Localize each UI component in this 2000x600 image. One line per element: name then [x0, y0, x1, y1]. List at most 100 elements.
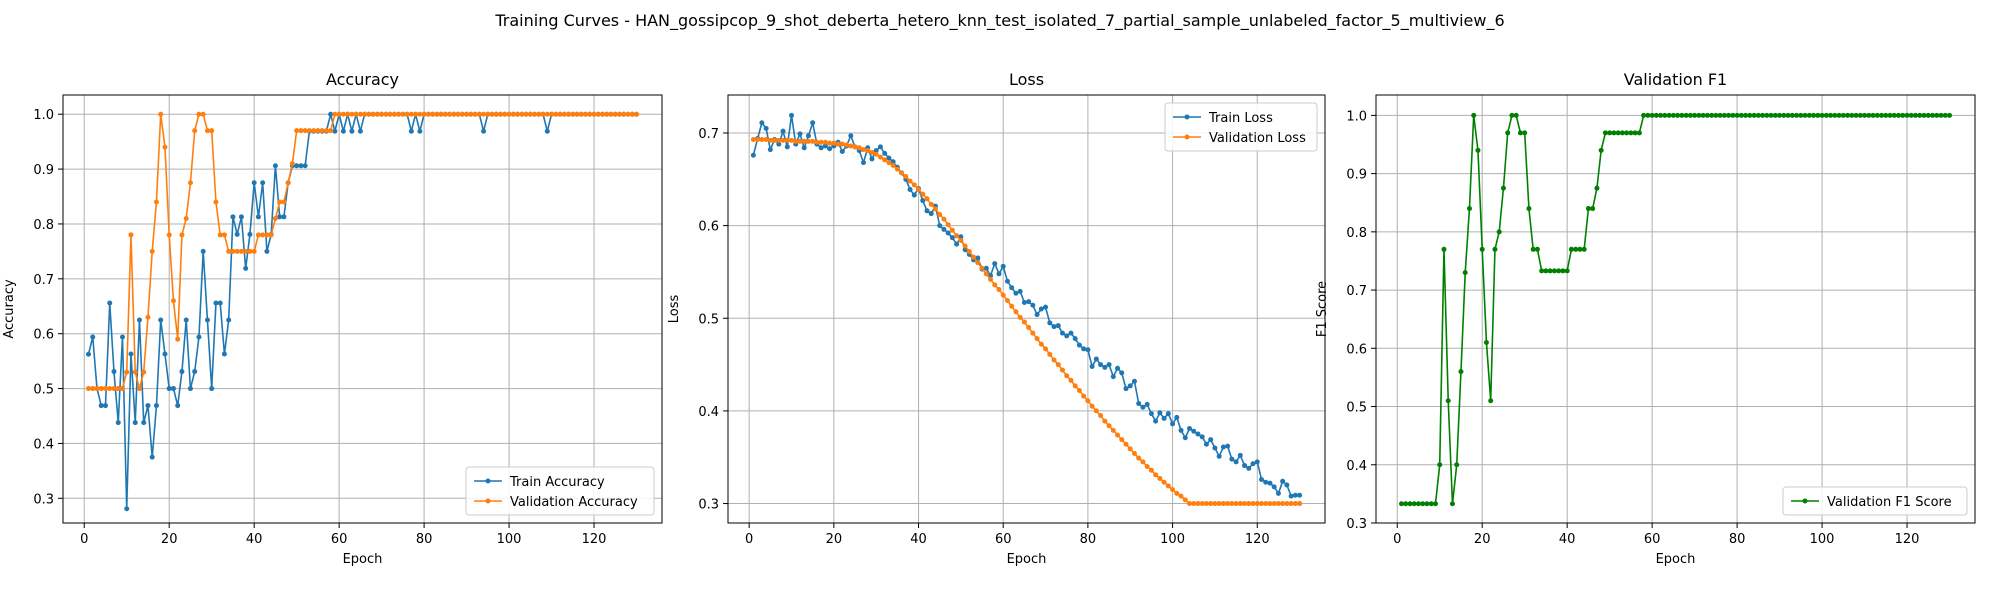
data-point [1675, 112, 1681, 118]
legend-swatch-marker [1184, 134, 1190, 140]
y-tick-label: 0.8 [1346, 226, 1367, 241]
data-point [1590, 206, 1596, 212]
data-point [464, 111, 470, 117]
data-point [1242, 463, 1248, 469]
legend-box [465, 466, 655, 516]
data-point [1568, 246, 1574, 252]
data-point [124, 369, 130, 375]
data-point [1505, 130, 1511, 136]
data-point [200, 248, 206, 254]
data-point [1004, 298, 1010, 304]
data-point [196, 334, 202, 340]
data-point [264, 232, 270, 238]
legend-label: Validation F1 Score [1827, 495, 1952, 510]
data-point [797, 131, 803, 137]
data-point [111, 369, 117, 375]
data-point [1743, 112, 1749, 118]
data-point [1798, 112, 1804, 118]
data-point [238, 214, 244, 220]
data-point [336, 111, 342, 117]
data-point [243, 248, 249, 254]
data-point [1131, 378, 1137, 384]
y-tick-label: 0.5 [1346, 401, 1367, 416]
data-point [1879, 112, 1885, 118]
data-point [230, 248, 236, 254]
plot-frame [62, 94, 663, 524]
data-point [600, 111, 606, 117]
data-point [523, 111, 529, 117]
data-point [1721, 112, 1727, 118]
data-point [221, 351, 227, 357]
data-point [332, 128, 338, 134]
data-point [302, 128, 308, 134]
x-tick-label: 100 [1160, 532, 1185, 547]
data-point [387, 111, 393, 117]
data-point [1598, 147, 1604, 153]
data-point [1908, 112, 1914, 118]
data-point [527, 111, 533, 117]
data-point [1717, 112, 1723, 118]
data-point [357, 111, 363, 117]
data-point [818, 139, 824, 145]
x-tick-label: 120 [582, 532, 607, 547]
data-point [949, 235, 955, 241]
data-point [158, 111, 164, 117]
data-point [119, 334, 125, 340]
chart-panels: Accuracy 0 20 40 60 80 100 120 0.3 0.4 0.5 0.6 0.7 0.… [2, 70, 1976, 567]
data-point [1191, 428, 1197, 434]
data-point [1115, 432, 1121, 438]
data-point [1602, 130, 1608, 136]
data-point [975, 255, 981, 261]
data-point [776, 137, 782, 143]
data-point [247, 231, 253, 237]
data-point [801, 145, 807, 151]
data-point [506, 111, 512, 117]
data-point [183, 317, 189, 323]
data-point [1777, 112, 1783, 118]
data-point [1607, 130, 1613, 136]
data-point [1051, 324, 1057, 330]
x-tick-label: 60 [995, 532, 1012, 547]
data-point [1030, 302, 1036, 308]
data-point [128, 232, 134, 238]
data-point [848, 133, 854, 139]
data-point [277, 214, 283, 220]
data-point [413, 111, 419, 117]
data-point [1026, 325, 1032, 331]
data-point [1628, 130, 1634, 136]
data-point [323, 128, 329, 134]
data-point [485, 111, 491, 117]
data-point [451, 111, 457, 117]
data-point [1174, 414, 1180, 420]
data-point [366, 111, 372, 117]
data-point [608, 111, 614, 117]
x-tick-label: 80 [416, 532, 433, 547]
y-tick-label: 0.3 [33, 492, 54, 507]
data-point [264, 248, 270, 254]
data-point [1747, 112, 1753, 118]
data-point [272, 163, 278, 169]
data-point [281, 199, 287, 205]
data-point [1229, 456, 1235, 462]
data-point [1297, 492, 1303, 498]
data-point [1064, 333, 1070, 339]
data-point [1229, 501, 1235, 507]
data-point [370, 111, 376, 117]
data-point [1246, 501, 1252, 507]
data-point [784, 137, 790, 143]
data-point [1271, 501, 1277, 507]
legend-box [1164, 102, 1318, 152]
x-tick-label: 0 [1393, 532, 1401, 547]
data-point [1043, 304, 1049, 310]
data-point [128, 351, 134, 357]
y-tick-label: 0.7 [1346, 284, 1367, 299]
data-point [1258, 501, 1264, 507]
data-point [1543, 268, 1549, 274]
data-point [920, 191, 926, 197]
data-point [1449, 501, 1455, 507]
data-point [1653, 112, 1659, 118]
data-point [1263, 501, 1269, 507]
data-point [1471, 112, 1477, 118]
data-point [319, 128, 325, 134]
data-point [763, 125, 769, 131]
